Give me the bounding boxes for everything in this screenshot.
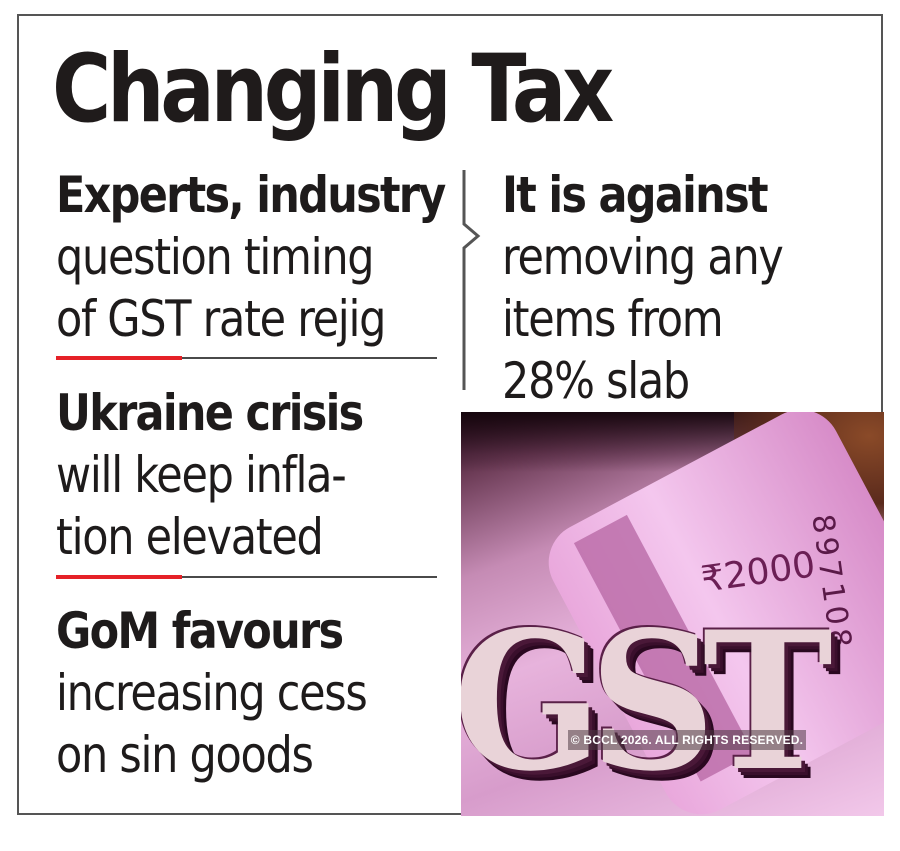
point-line: of GST rate rejig (56, 290, 386, 348)
separator-accent (56, 356, 182, 360)
point-lead: GoM favours (56, 602, 344, 660)
point-line: tion elevated (56, 508, 324, 566)
point-lead: Experts, industry (56, 166, 446, 224)
chevron-divider-icon (462, 170, 481, 390)
point-lead: It is against (502, 166, 769, 224)
gst-currency-photo: ₹2000 897108 GST (461, 412, 884, 816)
page-title: Changing Tax (52, 35, 614, 144)
point-line: items from (502, 290, 724, 348)
gst-3d-letters: GST (461, 590, 833, 813)
point-gom: GoM favours increasing cess on sin goods (56, 600, 456, 786)
point-lead: Ukraine crisis (56, 384, 364, 442)
copyright-watermark: © BCCL 2026. ALL RIGHTS RESERVED. (568, 730, 806, 750)
separator (56, 356, 437, 360)
point-line: increasing cess (56, 664, 368, 722)
point-against-removal: It is against removing any items from 28… (502, 164, 882, 412)
point-line: 28% slab (502, 352, 690, 410)
separator-accent (56, 575, 182, 579)
point-line: removing any (502, 228, 784, 286)
point-line: will keep infla- (56, 446, 347, 504)
point-experts: Experts, industry question timing of GST… (56, 164, 456, 350)
point-ukraine: Ukraine crisis will keep infla- tion ele… (56, 382, 456, 568)
separator (56, 575, 437, 579)
point-line: on sin goods (56, 726, 314, 784)
point-line: question timing (56, 228, 375, 286)
